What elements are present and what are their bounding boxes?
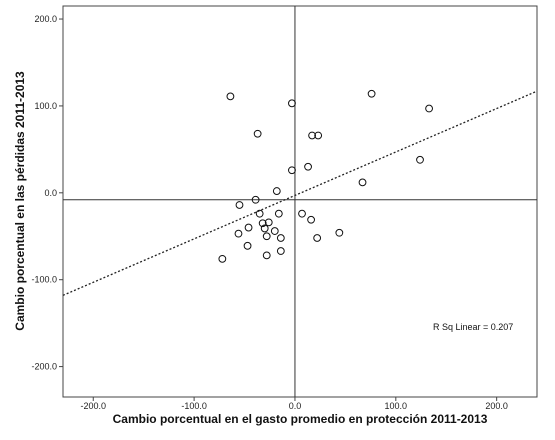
y-tick-label: 0.0	[44, 188, 57, 198]
data-point	[288, 99, 296, 108]
data-point	[262, 251, 271, 260]
data-point	[367, 89, 376, 98]
data-point	[226, 92, 235, 101]
data-point	[272, 187, 281, 195]
r-squared-annotation: R Sq Linear = 0.207	[433, 322, 513, 332]
data-point	[262, 232, 271, 241]
data-point	[264, 218, 273, 227]
data-point	[251, 195, 260, 204]
data-point	[274, 209, 283, 218]
y-tick-label: -200.0	[31, 362, 57, 372]
data-point	[258, 219, 267, 228]
plot-area	[62, 5, 538, 398]
data-point	[307, 215, 315, 224]
data-point	[358, 178, 367, 187]
data-point	[243, 241, 252, 250]
data-point	[308, 131, 317, 140]
data-point	[235, 201, 244, 209]
data-point	[313, 234, 322, 242]
data-point	[260, 224, 269, 233]
data-point	[270, 227, 279, 235]
y-tick-label: 100.0	[34, 101, 57, 111]
data-point	[255, 209, 264, 218]
x-tick-label: -100.0	[181, 401, 207, 411]
x-axis-ticks: -200.0 -100.0 0.0 100.0 200.0	[80, 397, 508, 411]
data-point	[234, 229, 243, 238]
data-points	[218, 89, 433, 263]
y-axis-ticks: 200.0 100.0 0.0 -100.0 -200.0	[31, 14, 63, 372]
data-point	[288, 166, 296, 175]
data-point	[335, 228, 344, 237]
x-tick-label: 100.0	[385, 401, 408, 411]
data-point	[298, 209, 306, 218]
data-point	[218, 254, 227, 263]
data-point	[304, 162, 312, 171]
y-axis-title: Cambio porcentual en las pérdidas 2011-2…	[13, 71, 27, 331]
data-point	[276, 234, 285, 242]
x-axis-title: Cambio porcentual en el gasto promedio e…	[113, 412, 488, 426]
data-point	[253, 129, 262, 138]
data-point	[314, 131, 323, 140]
data-point	[244, 223, 253, 232]
y-tick-label: 200.0	[34, 14, 57, 24]
data-point	[425, 104, 433, 113]
y-tick-label: -100.0	[31, 275, 57, 285]
x-tick-label: 200.0	[485, 401, 508, 411]
data-point	[416, 155, 424, 164]
data-point	[276, 247, 285, 255]
x-tick-label: -200.0	[80, 401, 106, 411]
x-tick-label: 0.0	[289, 401, 302, 411]
